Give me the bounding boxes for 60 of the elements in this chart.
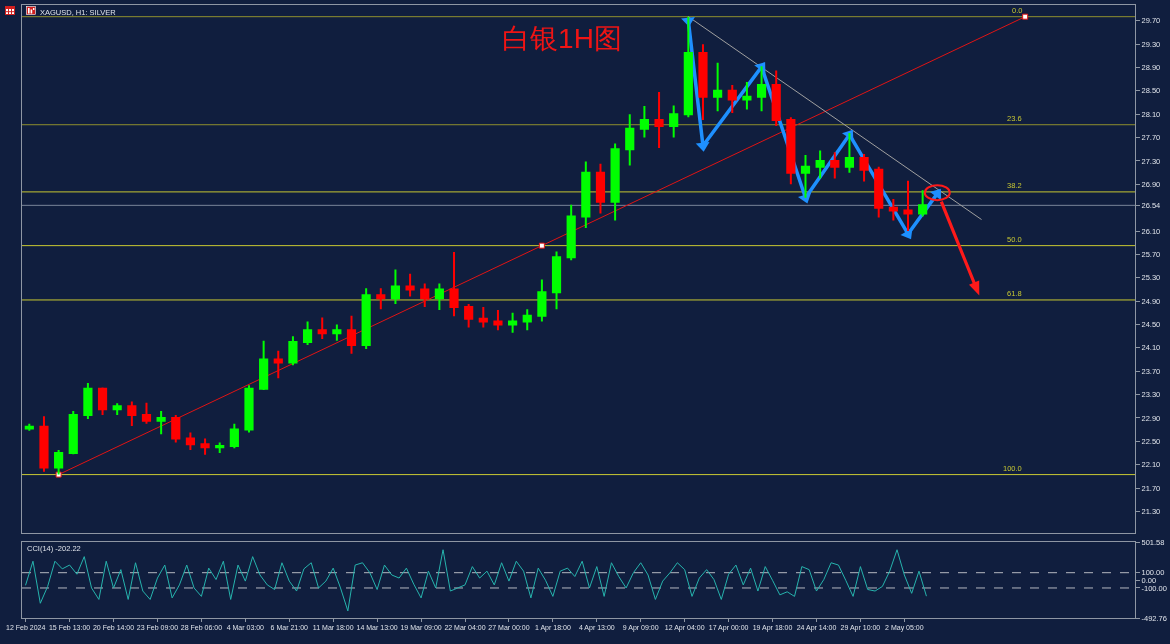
candlestick xyxy=(551,250,562,311)
point xyxy=(695,141,710,152)
candlestick xyxy=(376,287,386,311)
candlestick xyxy=(200,437,210,456)
candlestick xyxy=(185,431,195,452)
candlestick xyxy=(302,320,313,346)
candlestick xyxy=(317,316,327,341)
candlestick xyxy=(786,116,796,186)
candlestick xyxy=(493,308,503,332)
candlestick xyxy=(127,400,137,428)
candlestick xyxy=(522,308,532,332)
candlestick xyxy=(171,414,181,444)
candlestick xyxy=(830,151,840,180)
candlestick xyxy=(742,81,752,111)
candlestick xyxy=(918,189,928,218)
candlestick xyxy=(698,43,708,122)
point xyxy=(538,242,545,249)
candlestick xyxy=(405,272,415,298)
candlestick xyxy=(273,349,283,380)
candlestick xyxy=(595,162,606,215)
candlestick xyxy=(156,409,166,436)
candlestick xyxy=(141,401,152,425)
candlestick xyxy=(68,409,78,456)
candlestick xyxy=(464,303,474,329)
candlestick xyxy=(888,197,898,222)
candlestick xyxy=(771,69,781,127)
candlestick xyxy=(478,305,488,329)
candlestick xyxy=(610,142,620,222)
candlestick xyxy=(229,422,239,450)
point xyxy=(1022,13,1029,20)
candlestick xyxy=(581,160,591,230)
candlestick xyxy=(566,203,576,262)
candlestick xyxy=(537,278,547,323)
candlestick xyxy=(639,105,649,139)
candlestick xyxy=(346,314,357,355)
candlestick xyxy=(449,251,459,318)
candlestick xyxy=(39,415,49,473)
candlestick xyxy=(713,61,723,113)
candlestick xyxy=(83,381,93,421)
candlestick xyxy=(756,65,767,113)
text: 白银1H图 xyxy=(502,22,622,54)
candlestick xyxy=(390,268,401,306)
candlestick xyxy=(434,282,444,311)
candlestick xyxy=(332,323,342,342)
candlestick xyxy=(859,152,869,183)
candlestick xyxy=(244,384,254,434)
candlestick xyxy=(97,386,108,417)
candlestick xyxy=(727,84,737,115)
candlestick xyxy=(259,339,269,391)
candlestick xyxy=(361,287,371,351)
candlestick xyxy=(112,402,122,417)
candlestick xyxy=(874,165,884,219)
candlestick xyxy=(215,441,225,454)
candlestick xyxy=(420,282,430,308)
candlestick xyxy=(669,104,679,139)
candlestick xyxy=(288,335,298,367)
candlestick xyxy=(508,311,518,334)
candlestick xyxy=(815,149,825,180)
candlestick xyxy=(654,91,664,150)
candlestick xyxy=(625,113,635,167)
